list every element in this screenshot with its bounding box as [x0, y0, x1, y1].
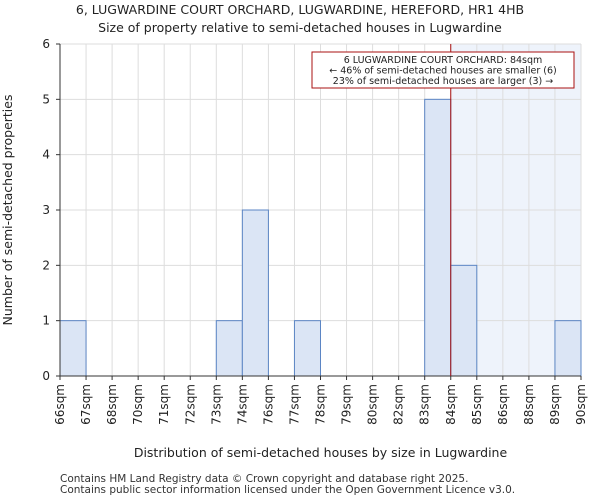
- x-tick-label: 83sqm: [418, 384, 432, 425]
- x-tick-label: 84sqm: [444, 384, 458, 425]
- x-axis-title: Distribution of semi-detached houses by …: [134, 445, 508, 460]
- y-tick-label: 4: [42, 148, 50, 162]
- x-tick-label: 90sqm: [574, 384, 588, 425]
- x-tick-label: 80sqm: [366, 384, 380, 425]
- x-tick-label: 76sqm: [261, 384, 275, 425]
- y-tick-label: 2: [42, 258, 50, 272]
- annotation-line-3: 23% of semi-detached houses are larger (…: [333, 76, 553, 87]
- y-axis-title: Number of semi-detached properties: [0, 95, 15, 326]
- x-tick-label: 82sqm: [392, 384, 406, 425]
- footer-line-1: Contains HM Land Registry data © Crown c…: [60, 473, 469, 485]
- annotation-line-2: ← 46% of semi-detached houses are smalle…: [329, 66, 557, 77]
- y-tick-label: 6: [42, 37, 50, 51]
- x-tick-label: 70sqm: [131, 384, 145, 425]
- y-tick-label: 0: [42, 369, 50, 383]
- y-tick-label: 1: [42, 314, 50, 328]
- x-tick-label: 79sqm: [340, 384, 354, 425]
- x-tick-label: 85sqm: [470, 384, 484, 425]
- x-tick-label: 88sqm: [522, 384, 536, 425]
- x-tick-label: 89sqm: [548, 384, 562, 425]
- bar-66sqm: [59, 320, 87, 377]
- bar-74sqm: [241, 209, 269, 377]
- x-tick-label: 73sqm: [209, 384, 223, 425]
- y-tick-label: 3: [42, 203, 50, 217]
- y-tick-label: 5: [42, 92, 50, 106]
- x-tick-label: 71sqm: [157, 384, 171, 425]
- bar-84sqm: [450, 264, 478, 377]
- bar-89sqm: [554, 320, 582, 377]
- annotation-box: [311, 51, 575, 89]
- x-tick-label: 77sqm: [287, 384, 301, 425]
- footer-line-2: Contains public sector information licen…: [60, 484, 516, 496]
- x-tick-label: 78sqm: [314, 384, 328, 425]
- x-tick-label: 86sqm: [496, 384, 510, 425]
- x-tick-label: 67sqm: [79, 384, 93, 425]
- x-tick-label: 74sqm: [235, 384, 249, 425]
- x-tick-label: 68sqm: [105, 384, 119, 425]
- x-tick-label: 66sqm: [53, 384, 67, 425]
- chart-title: 6, LUGWARDINE COURT ORCHARD, LUGWARDINE,…: [75, 2, 525, 17]
- chart-subtitle: Size of property relative to semi-detach…: [98, 20, 502, 35]
- bar-83sqm: [424, 98, 452, 377]
- bar-77sqm: [293, 320, 322, 377]
- annotation-line-1: 6 LUGWARDINE COURT ORCHARD: 84sqm: [344, 55, 543, 66]
- bar-73sqm: [215, 320, 243, 377]
- x-tick-label: 72sqm: [183, 384, 197, 425]
